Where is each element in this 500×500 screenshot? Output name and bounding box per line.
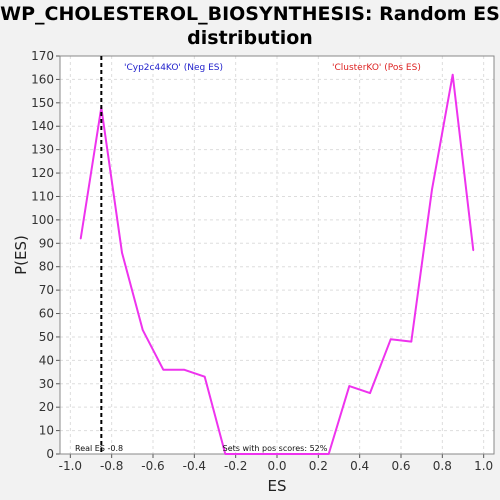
data-point bbox=[307, 453, 309, 455]
x-tick-label: -0.8 bbox=[100, 459, 123, 473]
data-point bbox=[410, 340, 413, 343]
real-es-label: Real ES -0.8 bbox=[75, 444, 123, 453]
data-point bbox=[141, 329, 144, 331]
chart-title: WP_CHOLESTEROL_BIOSYNTHESIS: Random ES d… bbox=[0, 3, 500, 49]
data-point bbox=[245, 453, 247, 455]
pos-score-annotation: Sets with pos scores: 52% bbox=[223, 444, 328, 453]
legend-neg-label: 'Cyp2c44KO' (Neg ES) bbox=[124, 63, 223, 73]
y-tick-label: 130 bbox=[31, 143, 54, 157]
y-tick-label: 10 bbox=[39, 424, 54, 438]
y-tick-label: 90 bbox=[39, 236, 54, 250]
data-point bbox=[472, 249, 475, 252]
y-tick-label: 140 bbox=[31, 119, 54, 133]
y-axis-label: P(ES) bbox=[12, 235, 30, 275]
data-point bbox=[224, 453, 227, 455]
x-tick-label: 1.0 bbox=[474, 459, 493, 473]
series-line bbox=[79, 73, 475, 455]
y-tick-label: 80 bbox=[39, 260, 54, 274]
data-point bbox=[327, 453, 330, 455]
legend-pos-label: 'ClusterKO' (Pos ES) bbox=[332, 63, 421, 73]
y-tick-label: 70 bbox=[39, 283, 54, 297]
y-tick-label: 20 bbox=[39, 400, 54, 414]
data-point bbox=[369, 392, 371, 394]
x-tick-label: 0.6 bbox=[391, 459, 410, 473]
data-point bbox=[121, 251, 123, 254]
y-tick-label: 40 bbox=[39, 353, 54, 367]
x-tick-label: 0.8 bbox=[433, 459, 452, 473]
data-point bbox=[431, 188, 433, 191]
x-tick-label: -1.0 bbox=[59, 459, 82, 473]
data-point bbox=[389, 338, 392, 341]
y-tick-label: 100 bbox=[31, 213, 54, 227]
data-point bbox=[286, 453, 289, 455]
x-tick-label: -0.2 bbox=[224, 459, 247, 473]
x-tick-label: 0.2 bbox=[309, 459, 328, 473]
data-point bbox=[183, 368, 185, 371]
y-tick-label: 160 bbox=[31, 72, 54, 86]
data-point bbox=[79, 237, 82, 240]
y-tick-label: 0 bbox=[46, 447, 54, 461]
y-tick-label: 30 bbox=[39, 377, 54, 391]
x-tick-label: 0.4 bbox=[350, 459, 369, 473]
data-point bbox=[451, 73, 454, 76]
data-point bbox=[265, 453, 268, 455]
x-tick-label: 0.0 bbox=[267, 459, 286, 473]
y-tick-label: 150 bbox=[31, 96, 54, 110]
x-tick-label: -0.6 bbox=[141, 459, 164, 473]
x-axis-label: ES bbox=[268, 477, 287, 495]
y-tick-label: 110 bbox=[31, 189, 54, 203]
x-tick-label: -0.4 bbox=[183, 459, 206, 473]
y-tick-label: 60 bbox=[39, 307, 54, 321]
data-point bbox=[162, 368, 165, 371]
y-tick-label: 170 bbox=[31, 49, 54, 63]
data-point bbox=[348, 385, 351, 387]
y-tick-label: 120 bbox=[31, 166, 54, 180]
y-tick-label: 50 bbox=[39, 330, 54, 344]
data-point bbox=[203, 375, 206, 378]
